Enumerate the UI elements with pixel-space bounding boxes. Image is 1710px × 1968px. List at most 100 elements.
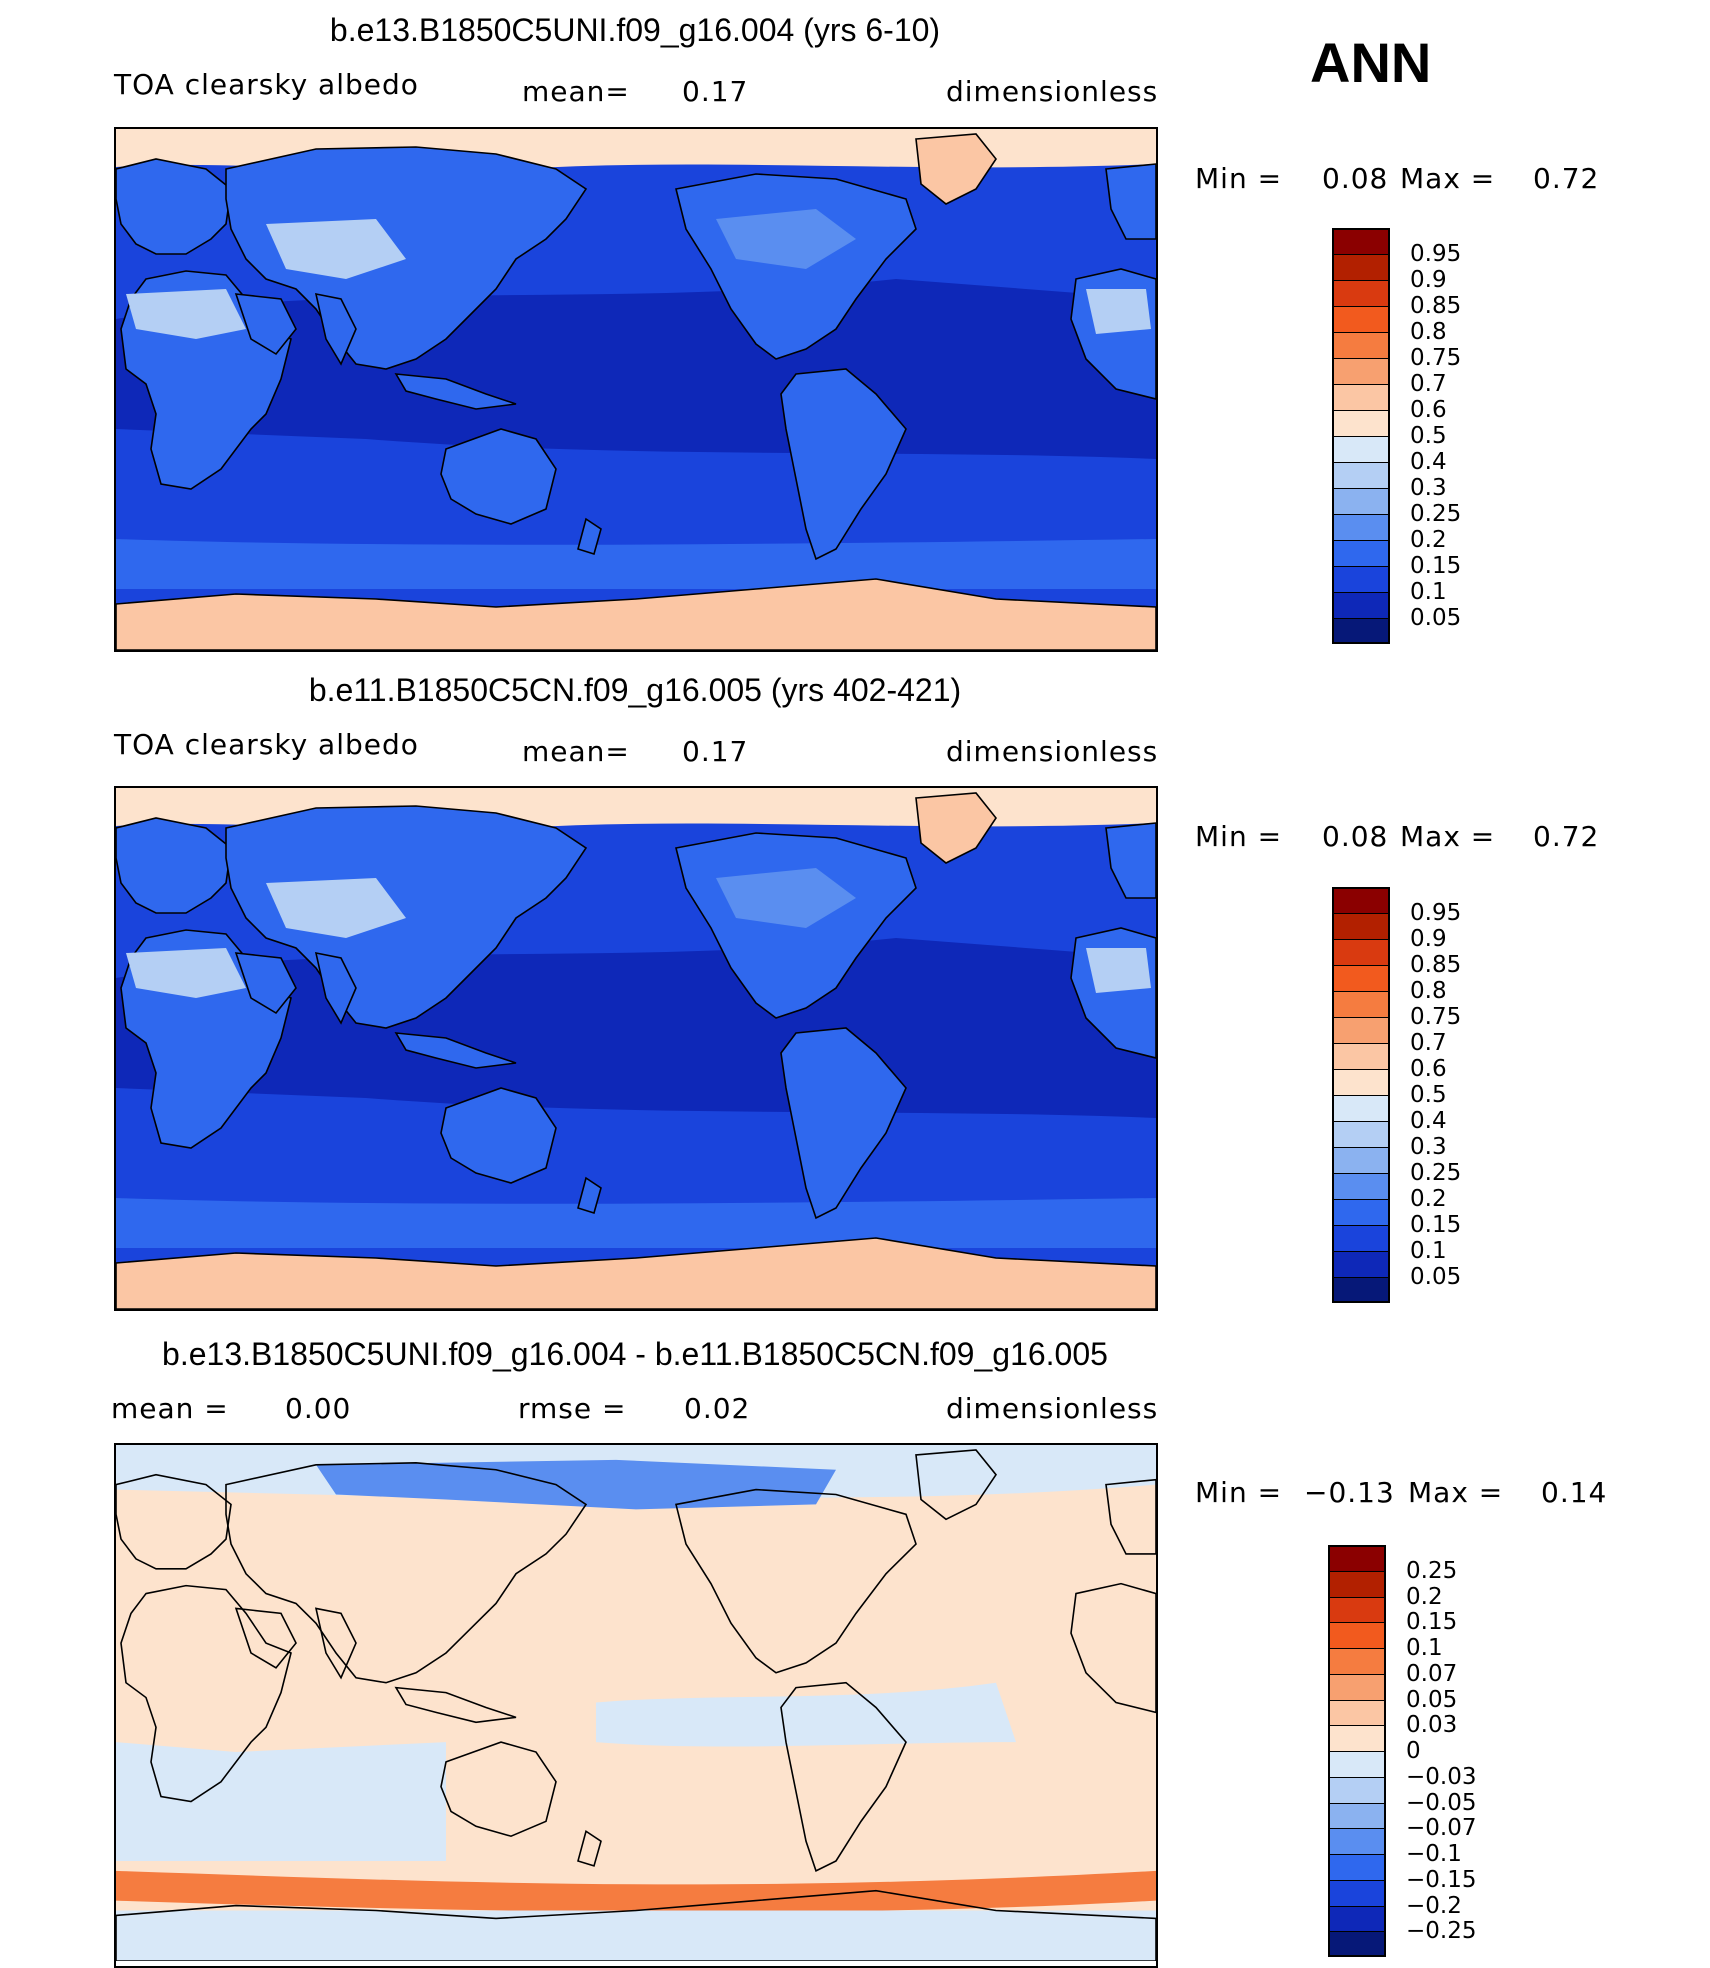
sahara-desert (126, 289, 246, 339)
land-greenland (915, 792, 997, 864)
colorbar-label: 0.15 (1410, 553, 1462, 579)
colorbar-label: 0.07 (1406, 1660, 1458, 1687)
panel3-min-label: Min = (1195, 1476, 1283, 1509)
colorbar-swatch (1332, 887, 1390, 913)
colorbar-label: 0.7 (1410, 1030, 1447, 1056)
west-sahara (1086, 948, 1151, 993)
colorbar-label: −0.15 (1406, 1866, 1477, 1893)
colorbar-swatch (1332, 965, 1390, 991)
panel3-max-value: 0.14 (1541, 1476, 1608, 1509)
season-label: ANN (1310, 31, 1432, 94)
colorbar-label: 0.1 (1406, 1635, 1443, 1661)
colorbar-label: 0.9 (1410, 926, 1447, 952)
colorbar-swatch (1328, 1673, 1386, 1700)
west-sahara (1086, 289, 1151, 334)
coastline-asia (225, 1462, 588, 1684)
panel1-map-svg (116, 129, 1156, 650)
panel3-rmse-value: 0.02 (684, 1392, 751, 1425)
coastline-samerica (780, 1681, 907, 1872)
colorbar-swatch (1328, 1725, 1386, 1751)
colorbar-swatch (1332, 939, 1390, 965)
colorbar-swatch (1332, 306, 1390, 332)
colorbar-label: 0.85 (1410, 952, 1462, 978)
panel2-colorbar: 0.95 0.9 0.85 0.8 0.75 0.7 0.6 0.5 0.4 0.3 0.25 0.2… (1332, 887, 1532, 1303)
colorbar-swatch (1328, 1828, 1386, 1854)
colorbar-label: 0.2 (1410, 527, 1447, 553)
panel3-colorbar: 0.25 0.2 0.15 0.1 0.07 0.05 0.03 0 −0.03 −0.05 −0.… (1328, 1545, 1528, 1957)
land-greenland (915, 133, 997, 205)
pacific-negative (596, 1682, 1016, 1747)
colorbar-label: 0.85 (1410, 293, 1462, 319)
colorbar-label: 0.1 (1410, 1238, 1447, 1264)
panel2-title: b.e11.B1850C5CN.f09_g16.005 (yrs 402-421… (308, 672, 962, 708)
colorbar-swatch (1332, 540, 1390, 566)
north-america-snow (716, 209, 856, 269)
colorbar-label: 0.2 (1406, 1583, 1443, 1610)
colorbar-label: 0.95 (1410, 241, 1462, 267)
colorbar-swatch (1332, 618, 1390, 644)
colorbar-label: 0.3 (1410, 1134, 1447, 1160)
coastline-namerica (675, 1488, 917, 1674)
panel2-map-svg (116, 788, 1156, 1309)
southern-ocean-band (116, 539, 1156, 589)
land-indonesia (394, 1032, 517, 1069)
colorbar-label: 0.05 (1406, 1686, 1458, 1713)
colorbar-label: 0.8 (1410, 978, 1447, 1004)
colorbar-swatch (1328, 1905, 1386, 1932)
panel1-min-label: Min = (1195, 162, 1283, 195)
land-europe (116, 158, 232, 255)
panel1-units: dimensionless (946, 75, 1159, 108)
panel1-map (114, 127, 1158, 652)
land-nz (577, 1176, 602, 1215)
colorbar-swatch (1328, 1931, 1386, 1957)
coastline-australia (440, 1741, 557, 1838)
colorbar-label: 0.25 (1410, 1160, 1462, 1186)
panel3-mean-label: mean = (111, 1392, 229, 1425)
colorbar-swatch (1328, 1802, 1386, 1829)
colorbar-swatch (1328, 1622, 1386, 1648)
colorbar-label: 0.2 (1410, 1186, 1447, 1212)
colorbar-swatch (1332, 1251, 1390, 1277)
colorbar-swatch (1328, 1751, 1386, 1777)
southern-ocean-positive (116, 1870, 1156, 1913)
colorbar-label: −0.05 (1406, 1789, 1477, 1816)
panel3-max-label: Max = (1408, 1476, 1504, 1509)
colorbar-swatch (1332, 1069, 1390, 1095)
colorbar-swatch (1332, 280, 1390, 306)
panel3-title: b.e13.B1850C5UNI.f09_g16.004 - b.e11.B18… (162, 1336, 1108, 1372)
colorbar-label: 0.05 (1410, 605, 1462, 631)
colorbar-label: 0.5 (1410, 423, 1447, 449)
panel3-min-value: −0.13 (1304, 1476, 1395, 1509)
land-australia (440, 1087, 557, 1184)
colorbar-swatch (1332, 384, 1390, 410)
panel3-map (114, 1443, 1158, 1968)
antarctic-negative (116, 1910, 1156, 1961)
colorbar-swatch (1332, 228, 1390, 254)
colorbar-swatch (1332, 488, 1390, 514)
colorbar-label: 0.15 (1406, 1609, 1458, 1636)
land-samerica (780, 368, 907, 561)
coastline-greenland (915, 1449, 997, 1521)
north-america-snow (716, 868, 856, 928)
colorbar-swatch (1332, 1121, 1390, 1147)
panel1-max-value: 0.72 (1533, 162, 1600, 195)
coastline-antarctica (116, 1889, 1156, 1961)
panel2-min-label: Min = (1195, 820, 1283, 853)
indian-ocean-negative (116, 1742, 446, 1861)
colorbar-swatch (1332, 1225, 1390, 1251)
coastline-arabia (234, 1607, 297, 1669)
colorbar-swatch (1332, 913, 1390, 939)
colorbar-swatch (1328, 1699, 1386, 1726)
colorbar-label: 0.3 (1410, 475, 1447, 501)
southern-ocean-band (116, 1198, 1156, 1248)
panel3-units: dimensionless (946, 1392, 1159, 1425)
panel2-max-label: Max = (1400, 820, 1496, 853)
colorbar-swatch (1332, 1017, 1390, 1043)
colorbar-swatch (1332, 254, 1390, 280)
colorbar-swatch (1328, 1776, 1386, 1803)
colorbar-swatch (1332, 462, 1390, 488)
panel2-min-value: 0.08 (1322, 820, 1389, 853)
colorbar-label: 0.05 (1410, 1264, 1462, 1290)
colorbar-swatch (1328, 1570, 1386, 1597)
colorbar-swatch (1332, 566, 1390, 592)
